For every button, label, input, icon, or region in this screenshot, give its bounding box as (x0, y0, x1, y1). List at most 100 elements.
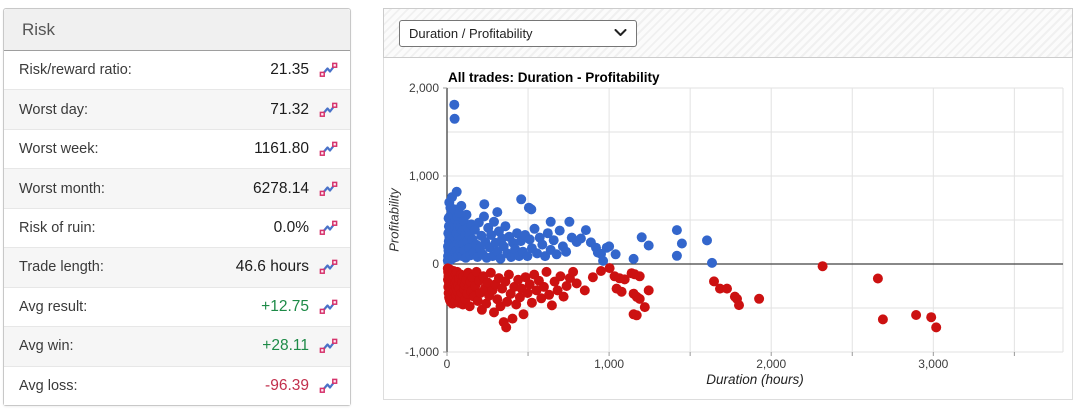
scatter-point (489, 216, 499, 227)
scatter-point (561, 281, 572, 291)
risk-row: Trade length: 46.6 hours (4, 247, 350, 287)
risk-panel-title: Risk (4, 9, 350, 51)
scatter-point (676, 238, 687, 249)
scatter-point (671, 225, 682, 236)
scatter-point (532, 248, 543, 259)
chart-body: All trades: Duration - Profitability Pro… (383, 58, 1073, 400)
svg-text:0: 0 (444, 357, 451, 371)
scatter-point (734, 300, 744, 311)
mini-line-chart-icon[interactable] (319, 102, 338, 118)
scatter-point (634, 293, 645, 304)
scatter-point (575, 233, 586, 244)
mini-line-chart-icon[interactable] (319, 220, 338, 236)
scatter-point (481, 298, 492, 309)
scatter-point (555, 271, 566, 282)
scatter-point (564, 216, 575, 227)
scatter-point (546, 300, 557, 311)
scatter-point (472, 296, 483, 306)
scatter-point (492, 207, 503, 218)
risk-row: Avg result: +12.75 (4, 286, 350, 327)
risk-row: Worst month: 6278.14 (4, 168, 350, 208)
scatter-point (536, 293, 547, 304)
scatter-point (531, 285, 542, 296)
mini-line-chart-icon[interactable] (319, 299, 338, 315)
risk-row-label: Worst month: (19, 180, 105, 197)
scatter-point (554, 225, 565, 236)
scatter-point (495, 253, 506, 264)
scatter-point (526, 297, 537, 308)
scatter-point (707, 257, 717, 268)
risk-row: Worst day: 71.32 (4, 89, 350, 129)
x-axis-title: Duration (hours) (706, 372, 804, 387)
scatter-point (503, 269, 514, 280)
scatter-point (479, 211, 489, 222)
mini-line-chart-icon[interactable] (319, 181, 338, 197)
scatter-point (524, 234, 535, 245)
scatter-point (610, 249, 621, 260)
scatter-plot: 0 1,000 2,000 3,000 -1,000 0 1,000 2,000 (405, 81, 1064, 371)
risk-panel: Risk Risk/reward ratio: 21.35 Worst day: 7… (3, 8, 351, 406)
scatter-point (526, 204, 537, 215)
scatter-point (516, 194, 527, 205)
scatter-point (518, 309, 529, 320)
risk-row-value: 21.35 (270, 61, 309, 79)
risk-row: Avg loss: -96.39 (4, 365, 350, 405)
scatter-point (451, 186, 462, 197)
scatter-point (931, 322, 942, 333)
scatter-point (702, 235, 712, 246)
risk-row-value: 6278.14 (252, 179, 309, 197)
scatter-point (587, 272, 598, 283)
scatter-point (524, 279, 535, 290)
chart-type-dropdown[interactable]: Duration / Profitability (399, 19, 637, 47)
risk-row-value: 71.32 (270, 100, 309, 118)
scatter-point (709, 276, 719, 287)
scatter-point (877, 314, 888, 325)
risk-row-label: Worst week: (19, 141, 99, 158)
scatter-point (628, 253, 639, 264)
svg-text:1,000: 1,000 (409, 169, 439, 183)
mini-line-chart-icon[interactable] (319, 62, 338, 78)
svg-text:3,000: 3,000 (918, 357, 948, 371)
scatter-point (449, 113, 460, 124)
scatter-point (817, 261, 828, 272)
svg-text:2,000: 2,000 (409, 81, 439, 95)
scatter-point (604, 241, 615, 252)
mini-line-chart-icon[interactable] (319, 338, 338, 354)
scatter-point (571, 278, 582, 289)
scatter-point (551, 249, 562, 260)
scatter-point (522, 251, 533, 262)
scatter-point (558, 291, 569, 302)
scatter-point (538, 281, 549, 292)
scatter-point (872, 273, 883, 284)
scatter-point (529, 223, 540, 234)
scatter-point (544, 289, 555, 300)
scatter-point (754, 293, 765, 304)
risk-row-label: Avg result: (19, 298, 88, 315)
scatter-point (464, 301, 475, 312)
scatter-point (715, 283, 725, 294)
scatter-point (634, 271, 645, 282)
mini-line-chart-icon[interactable] (319, 378, 338, 394)
scatter-point (548, 235, 559, 246)
risk-row-label: Avg loss: (19, 377, 78, 394)
scatter-point (643, 240, 654, 251)
mini-line-chart-icon[interactable] (319, 259, 338, 275)
chart-toolbar: Duration / Profitability (383, 8, 1073, 58)
scatter-point (522, 288, 533, 298)
risk-row-value: 46.6 hours (235, 258, 309, 276)
scatter-point (486, 230, 497, 240)
scatter-point (507, 313, 518, 324)
scatter-point (636, 232, 647, 243)
scatter-point (541, 266, 552, 277)
risk-row-value: -96.39 (265, 376, 309, 394)
risk-row-value: +28.11 (262, 337, 309, 355)
scatter-point (671, 250, 682, 261)
risk-row: Worst week: 1161.80 (4, 128, 350, 169)
y-axis-title: Profitability (386, 188, 402, 252)
chart-title: All trades: Duration - Profitability (448, 70, 660, 85)
scatter-point (502, 296, 513, 307)
mini-line-chart-icon[interactable] (319, 141, 338, 157)
chevron-down-icon (614, 29, 627, 36)
risk-row-label: Worst day: (19, 101, 89, 118)
scatter-point (631, 310, 642, 321)
